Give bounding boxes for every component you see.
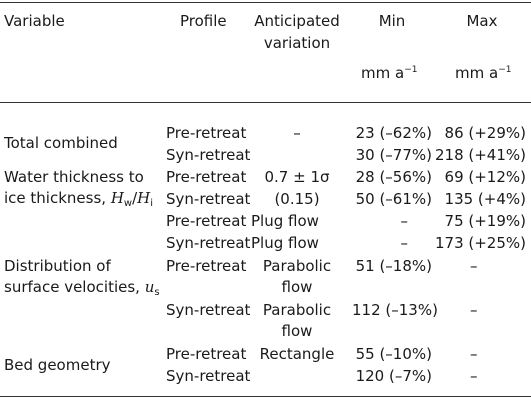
- profile-cell: Syn-retreat: [166, 367, 251, 385]
- header-unit-max: mm a−1: [455, 64, 512, 82]
- max-cell: –: [470, 345, 478, 363]
- header-anticipated: Anticipated: [254, 12, 340, 30]
- variable-total-combined: Total combined: [4, 134, 118, 152]
- min-cell: 112 (–13%): [352, 301, 438, 319]
- profile-cell: Pre-retreat: [166, 345, 247, 363]
- max-cell: 86 (+29%): [444, 124, 526, 142]
- profile-cell: Pre-retreat: [166, 168, 247, 186]
- max-cell: 69 (+12%): [444, 168, 526, 186]
- variation-cell: (0.15): [274, 190, 320, 208]
- max-cell: –: [470, 367, 478, 385]
- variation-cell: Plug flow: [251, 234, 319, 252]
- profile-cell: Syn-retreat: [166, 146, 251, 164]
- max-cell: 135 (+4%): [444, 190, 526, 208]
- bottom-rule: [0, 396, 531, 397]
- header-variation: variation: [263, 34, 331, 52]
- min-cell: 30 (–77%): [355, 146, 432, 164]
- variation-cell: 0.7 ± 1σ: [264, 168, 330, 186]
- max-cell: 75 (+19%): [444, 212, 526, 230]
- min-cell: 28 (–56%): [355, 168, 432, 186]
- variation-cell: Rectangle: [259, 345, 335, 363]
- header-variable: Variable: [4, 12, 65, 30]
- header-max: Max: [466, 12, 498, 30]
- variation-cell: Plug flow: [251, 212, 319, 230]
- variation-cell: flow: [281, 278, 313, 296]
- variable-ice-thickness: ice thickness, Hw/Hi: [4, 189, 154, 209]
- max-cell: –: [470, 301, 478, 319]
- min-cell: –: [400, 212, 409, 230]
- variation-cell: flow: [281, 322, 313, 340]
- variable-water-thickness: Water thickness to: [4, 168, 144, 186]
- variable-distribution: Distribution of: [4, 257, 111, 275]
- top-rule: [0, 2, 531, 3]
- min-cell: 120 (–7%): [355, 367, 432, 385]
- profile-cell: Syn-retreat: [166, 301, 251, 319]
- profile-cell: Pre-retreat: [166, 212, 247, 230]
- profile-cell: Syn-retreat: [166, 234, 251, 252]
- max-cell: 173 (+25%): [434, 234, 526, 252]
- header-unit-min: mm a−1: [361, 64, 418, 82]
- variation-cell: Parabolic: [262, 301, 332, 319]
- header-rule: [0, 102, 531, 103]
- header-min: Min: [378, 12, 406, 30]
- profile-cell: Pre-retreat: [166, 257, 247, 275]
- max-cell: –: [470, 257, 478, 275]
- profile-cell: Pre-retreat: [166, 124, 247, 142]
- max-cell: 218 (+41%): [434, 146, 526, 164]
- min-cell: 23 (–62%): [355, 124, 432, 142]
- variable-bed-geometry: Bed geometry: [4, 356, 111, 374]
- variable-surface-velocities: surface velocities, us: [4, 278, 160, 298]
- min-cell: –: [400, 234, 409, 252]
- profile-cell: Syn-retreat: [166, 190, 251, 208]
- variation-cell: Parabolic: [262, 257, 332, 275]
- min-cell: 55 (–10%): [355, 345, 432, 363]
- variation-cell: –: [293, 124, 301, 142]
- min-cell: 50 (–61%): [355, 190, 432, 208]
- min-cell: 51 (–18%): [355, 257, 432, 275]
- header-profile: Profile: [180, 12, 227, 30]
